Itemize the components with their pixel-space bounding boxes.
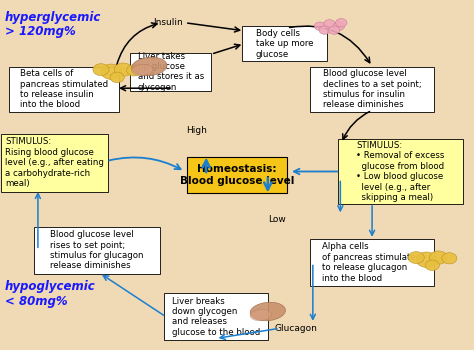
Circle shape <box>314 22 326 30</box>
Text: Beta cells of
pancreas stimulated
to release insulin
into the blood: Beta cells of pancreas stimulated to rel… <box>20 69 108 109</box>
Text: High: High <box>186 126 207 135</box>
Circle shape <box>336 19 347 27</box>
Circle shape <box>324 20 335 28</box>
FancyBboxPatch shape <box>9 66 119 112</box>
Text: Low: Low <box>268 215 286 224</box>
Text: Liver breaks
down glycogen
and releases
glucose to the blood: Liver breaks down glycogen and releases … <box>172 297 260 337</box>
Text: Liver takes
up glucose
and stores it as
glycogen: Liver takes up glucose and stores it as … <box>137 52 204 92</box>
Ellipse shape <box>250 309 271 321</box>
Circle shape <box>408 252 424 264</box>
Text: Homeostasis:
Blood glucose level: Homeostasis: Blood glucose level <box>180 164 294 186</box>
Circle shape <box>429 251 447 264</box>
Text: Body cells
take up more
glucose: Body cells take up more glucose <box>255 29 313 59</box>
Text: STIMULUS:
• Removal of excess
  glucose from blood
• Low blood glucose
  level (: STIMULUS: • Removal of excess glucose fr… <box>356 141 445 202</box>
Circle shape <box>101 64 122 79</box>
Circle shape <box>127 65 142 76</box>
FancyBboxPatch shape <box>337 139 464 204</box>
Circle shape <box>114 63 132 76</box>
Text: Blood glucose level
rises to set point;
stimulus for glucagon
release diminishes: Blood glucose level rises to set point; … <box>50 230 144 270</box>
Circle shape <box>328 26 340 34</box>
Ellipse shape <box>132 64 153 76</box>
FancyBboxPatch shape <box>1 134 108 192</box>
Text: Blood glucose level
declines to a set point;
stimulus for insulin
release dimini: Blood glucose level declines to a set po… <box>323 69 421 109</box>
Text: hypoglycemic
< 80mg%: hypoglycemic < 80mg% <box>5 280 95 308</box>
Circle shape <box>425 260 439 271</box>
Circle shape <box>333 22 345 30</box>
Circle shape <box>319 26 330 34</box>
Circle shape <box>110 72 124 83</box>
FancyBboxPatch shape <box>130 52 211 91</box>
FancyBboxPatch shape <box>242 26 327 61</box>
Circle shape <box>416 252 437 267</box>
Text: Glucagon: Glucagon <box>275 324 318 333</box>
FancyBboxPatch shape <box>310 66 434 112</box>
Circle shape <box>93 64 109 76</box>
FancyBboxPatch shape <box>164 293 268 340</box>
Text: STIMULUS:
Rising blood glucose
level (e.g., after eating
a carbohydrate-rich
mea: STIMULUS: Rising blood glucose level (e.… <box>5 138 104 188</box>
Circle shape <box>442 253 457 264</box>
Ellipse shape <box>132 57 167 76</box>
Text: hyperglycemic
> 120mg%: hyperglycemic > 120mg% <box>5 10 101 38</box>
Ellipse shape <box>250 302 285 321</box>
FancyBboxPatch shape <box>34 227 160 274</box>
FancyBboxPatch shape <box>187 158 287 192</box>
Text: Insulin: Insulin <box>154 18 183 27</box>
FancyBboxPatch shape <box>310 239 434 286</box>
Text: Alpha cells
of pancreas stimulated
to release glucagon
into the blood: Alpha cells of pancreas stimulated to re… <box>322 243 422 282</box>
